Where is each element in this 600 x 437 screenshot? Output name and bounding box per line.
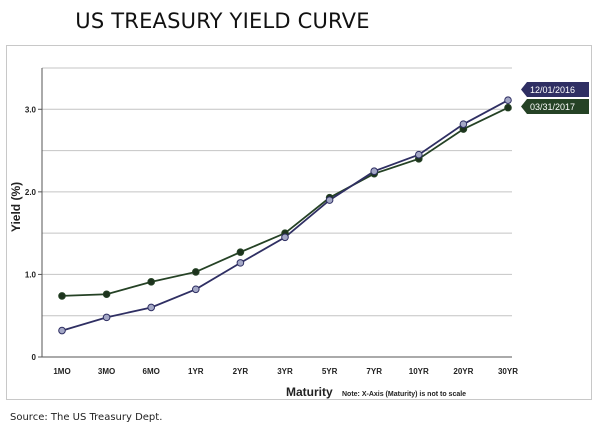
x-tick-label: 2YR bbox=[233, 367, 249, 376]
x-axis-ticks: 1MO 3MO 6MO 1YR 2YR 3YR 5YR 7YR 10YR 20YR 30YR bbox=[53, 367, 518, 376]
x-tick-label: 1YR bbox=[188, 367, 204, 376]
x-tick-label: 10YR bbox=[409, 367, 429, 376]
x-tick-label: 1MO bbox=[53, 367, 70, 376]
chart-frame bbox=[6, 45, 592, 400]
chart-title: US TREASURY YIELD CURVE bbox=[75, 9, 370, 33]
y-tick-label: 1.0 bbox=[25, 270, 37, 279]
data-point bbox=[102, 290, 111, 299]
legend-label: 12/01/2016 bbox=[530, 85, 575, 95]
y-axis-ticks: 0 1.0 2.0 3.0 bbox=[25, 105, 42, 362]
data-point bbox=[58, 326, 66, 335]
data-point bbox=[147, 303, 155, 312]
data-point bbox=[102, 313, 111, 322]
data-point bbox=[415, 150, 423, 159]
data-point bbox=[504, 96, 512, 105]
legend-tag bbox=[521, 99, 589, 114]
x-tick-label: 20YR bbox=[453, 367, 473, 376]
x-tick-label: 6MO bbox=[143, 367, 160, 376]
legend-label: 03/31/2017 bbox=[530, 102, 575, 112]
x-axis-note: Note: X-Axis (Maturity) is not to scale bbox=[342, 391, 466, 398]
data-point bbox=[192, 285, 200, 294]
data-point bbox=[236, 248, 245, 256]
x-tick-label: 3MO bbox=[98, 367, 115, 376]
series-line bbox=[61, 106, 509, 297]
data-point bbox=[147, 278, 155, 286]
x-tick-label: 5YR bbox=[322, 367, 338, 376]
grid bbox=[41, 67, 512, 358]
y-tick-label: 0 bbox=[32, 353, 37, 362]
data-point bbox=[459, 120, 468, 128]
y-tick-label: 2.0 bbox=[25, 188, 37, 197]
x-tick-label: 3YR bbox=[277, 367, 293, 376]
data-point bbox=[281, 233, 289, 242]
series-lines bbox=[58, 96, 512, 335]
data-point bbox=[192, 268, 200, 276]
data-point bbox=[58, 292, 66, 300]
series-line bbox=[61, 99, 509, 332]
legend-tag bbox=[521, 82, 589, 97]
x-tick-label: 7YR bbox=[366, 367, 382, 376]
data-point bbox=[325, 196, 334, 204]
data-point bbox=[504, 103, 512, 112]
x-tick-label: 30YR bbox=[498, 367, 518, 376]
data-point bbox=[370, 167, 379, 176]
y-axis-label: Yield (%) bbox=[9, 182, 23, 232]
data-point bbox=[236, 259, 245, 267]
source-note: Source: The US Treasury Dept. bbox=[10, 412, 163, 423]
legend: 12/01/2016 03/31/2017 bbox=[521, 82, 589, 114]
x-axis-label: Maturity bbox=[286, 385, 333, 399]
y-tick-label: 3.0 bbox=[25, 105, 37, 114]
